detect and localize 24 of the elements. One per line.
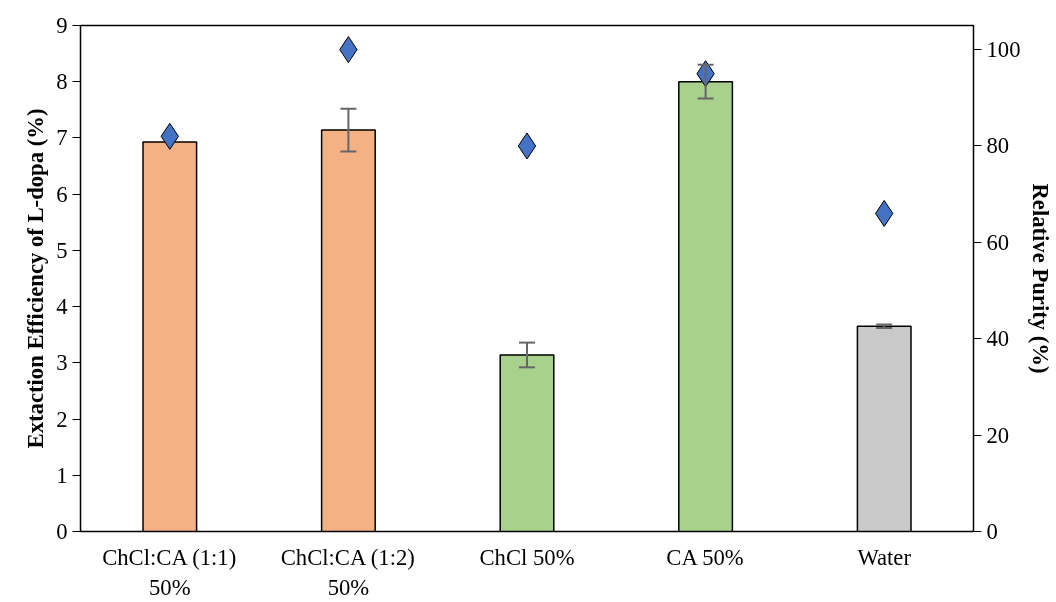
y-tick-label: 6 — [56, 181, 68, 207]
y-tick-label: 4 — [56, 294, 68, 320]
y-axis-title: Extaction Efficiency of L-dopa (%) — [23, 108, 49, 449]
y2-tick-label: 100 — [986, 37, 1021, 63]
y-tick-label: 3 — [56, 350, 68, 376]
point — [517, 132, 537, 160]
y-tick-label: 8 — [56, 69, 68, 95]
y-tick-label: 2 — [56, 406, 68, 432]
y-tick-label: 9 — [56, 13, 68, 38]
y2-tick-label: 20 — [986, 422, 1010, 448]
x-tick-label: ChCl:CA (1:2) 50% — [280, 544, 415, 600]
x-tick-label: ChCl:CA (1:1) 50% — [102, 544, 237, 600]
x-tick-label: CA 50% — [666, 544, 744, 570]
y-tick-label: 0 — [56, 519, 68, 544]
y-tick-label: 5 — [56, 237, 68, 263]
x-tick-label: ChCl 50% — [479, 544, 575, 570]
y2-tick-label: 60 — [986, 229, 1010, 255]
y2-axis-title: Relative Purity (%) — [1028, 183, 1054, 374]
y-tick-label: 7 — [56, 125, 68, 151]
y2-tick-label: 80 — [986, 133, 1010, 159]
y2-tick-label: 40 — [986, 326, 1010, 352]
x-tick-label: Water — [857, 544, 912, 570]
y2-tick-label: 0 — [986, 519, 998, 544]
y-tick-label: 1 — [56, 462, 68, 488]
